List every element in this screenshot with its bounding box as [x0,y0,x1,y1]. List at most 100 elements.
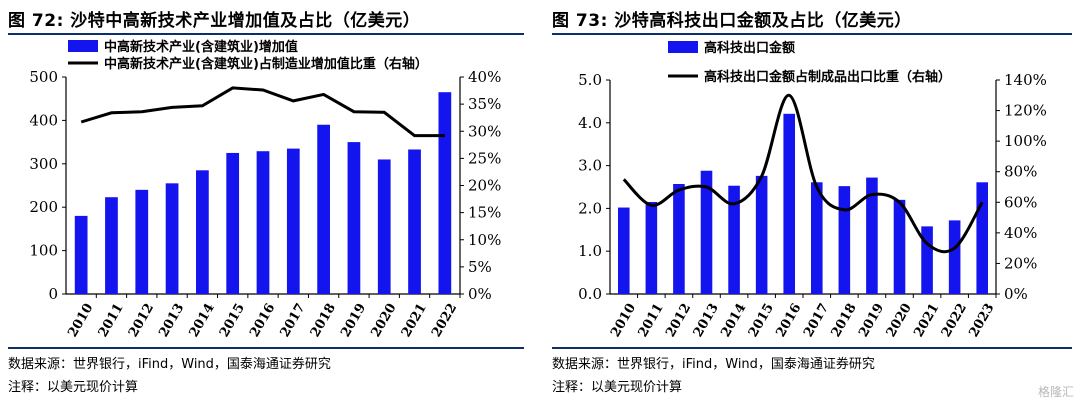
y-left-tick-label: 300 [29,155,58,173]
y-left-tick-label: 0 [48,285,58,303]
x-tick-label: 2013 [691,301,722,340]
source-note: 数据来源：世界银行，iFind，Wind，国泰海通证券研究 [552,357,875,372]
y-right-tick-label: 5% [468,258,492,276]
bar [196,170,209,294]
bar [700,170,713,294]
bar [408,149,421,294]
x-tick-label: 2011 [636,301,667,340]
bar [377,159,391,294]
bar [866,177,878,294]
bar [728,185,740,294]
figure-title: 图 73: 沙特高科技出口金额及占比（亿美元） [552,11,912,31]
y-left-tick-label: 400 [29,111,58,129]
legend: 中高新技术产业(含建筑业)增加值中高新技术产业(含建筑业)占制造业增加值比重（右… [68,39,428,72]
x-tick-label: 2015 [217,301,248,340]
figure-title: 图 72: 沙特中高新技术产业增加值及占比（亿美元） [8,11,421,31]
x-tick-label: 2014 [187,301,218,340]
bar [976,182,989,294]
series-line [80,86,445,138]
x-tick-label: 2020 [884,301,915,340]
y-left-tick-label: 3.0 [578,157,602,175]
y-right-tick-label: 15% [468,204,501,222]
bar [921,226,933,294]
y-right-tick-label: 60% [1004,193,1037,211]
y-right-tick-label: 80% [1004,163,1037,181]
title-divider [8,33,524,35]
bar [105,197,118,294]
x-tick-label: 2019 [856,301,887,340]
x-tick-label: 2021 [399,301,430,340]
x-tick-label: 2018 [308,301,339,340]
y-left-tick-label: 0.0 [578,285,602,303]
y-right-tick-label: 10% [468,231,501,249]
footnote: 注释：以美元现价计算 [552,380,683,395]
bar [74,215,88,294]
x-tick-label: 2011 [96,301,127,340]
bar [317,124,330,295]
legend-bar-swatch [668,41,698,53]
bar [165,183,179,294]
footnote: 注释：以美元现价计算 [8,380,139,395]
y-left-tick-label: 500 [29,68,58,86]
x-tick-label: 2014 [718,301,749,340]
y-right-tick-label: 20% [1004,254,1037,272]
legend-line-label: 高科技出口金额占制成品出口比重（右轴） [704,69,951,85]
legend-bar-swatch [68,40,98,52]
bar [948,220,961,294]
y-right-tick-label: 0% [1004,285,1028,303]
bar [645,201,658,294]
x-tick-label: 2017 [278,301,309,340]
bar [783,113,796,294]
y-right-tick-label: 35% [468,95,501,113]
y-right-tick-label: 100% [1004,132,1047,150]
x-tick-label: 2020 [368,301,399,340]
y-right-tick-label: 25% [468,149,501,167]
hightech-export-chart: 0.0 1.0 2.0 3.0 4.0 5.0 0% 20% 40% 60% 80% 100% 120%… [578,40,1047,340]
x-tick-label: 2016 [773,301,804,340]
x-tick-label: 2010 [608,301,639,340]
bar [755,175,768,294]
source-divider [552,347,1072,349]
bar [438,92,452,294]
x-tick-label: 2022 [429,301,460,340]
legend-line-label: 中高新技术产业(含建筑业)占制造业增加值比重（右轴） [104,56,428,72]
y-right-tick-label: 140% [1004,71,1047,89]
source-note: 数据来源：世界银行，iFind，Wind，国泰海通证券研究 [8,357,331,372]
legend-bar-label: 高科技出口金额 [704,40,795,56]
y-left-tick-label: 2.0 [578,199,602,217]
bar [810,182,823,294]
value-added-chart: 0 100 200 300 400 500 0% 5% 10% 15% 20% 25% 30% 35% 40… [29,39,501,340]
series-line [622,93,984,254]
x-tick-label: 2017 [801,301,832,340]
bar [673,184,685,294]
x-tick-label: 2018 [829,301,860,340]
y-right-tick-label: 30% [468,122,501,140]
legend-bar-label: 中高新技术产业(含建筑业)增加值 [104,39,298,55]
x-tick-label: 2012 [126,301,157,340]
bar [347,142,361,294]
source-divider [8,347,524,349]
figure-73: 图 73: 沙特高科技出口金额及占比（亿美元） 0.0 1.0 2.0 3.0 4.0 5… [552,0,1080,406]
title-divider [552,33,1072,35]
figure-72: 图 72: 沙特中高新技术产业增加值及占比（亿美元） 0 100 200 300 400… [8,0,538,406]
y-right-tick-label: 120% [1004,102,1047,120]
x-tick-label: 2019 [338,301,369,340]
bar [256,151,270,294]
x-tick-label: 2013 [156,301,187,340]
bar [617,207,630,294]
bar [838,186,851,294]
y-left-tick-label: 5.0 [578,71,602,89]
x-tick-label: 2016 [247,301,278,340]
x-tick-label: 2015 [746,301,777,340]
y-left-tick-label: 4.0 [578,114,602,132]
bar [135,189,149,294]
watermark-logo: 格隆汇 [1037,385,1074,399]
bar [286,148,300,294]
y-left-tick-label: 200 [29,198,58,216]
y-left-tick-label: 100 [29,242,58,260]
x-tick-label: 2023 [966,301,997,340]
x-tick-label: 2022 [939,301,970,340]
y-right-tick-label: 0% [468,285,492,303]
y-left-tick-label: 1.0 [578,242,602,260]
